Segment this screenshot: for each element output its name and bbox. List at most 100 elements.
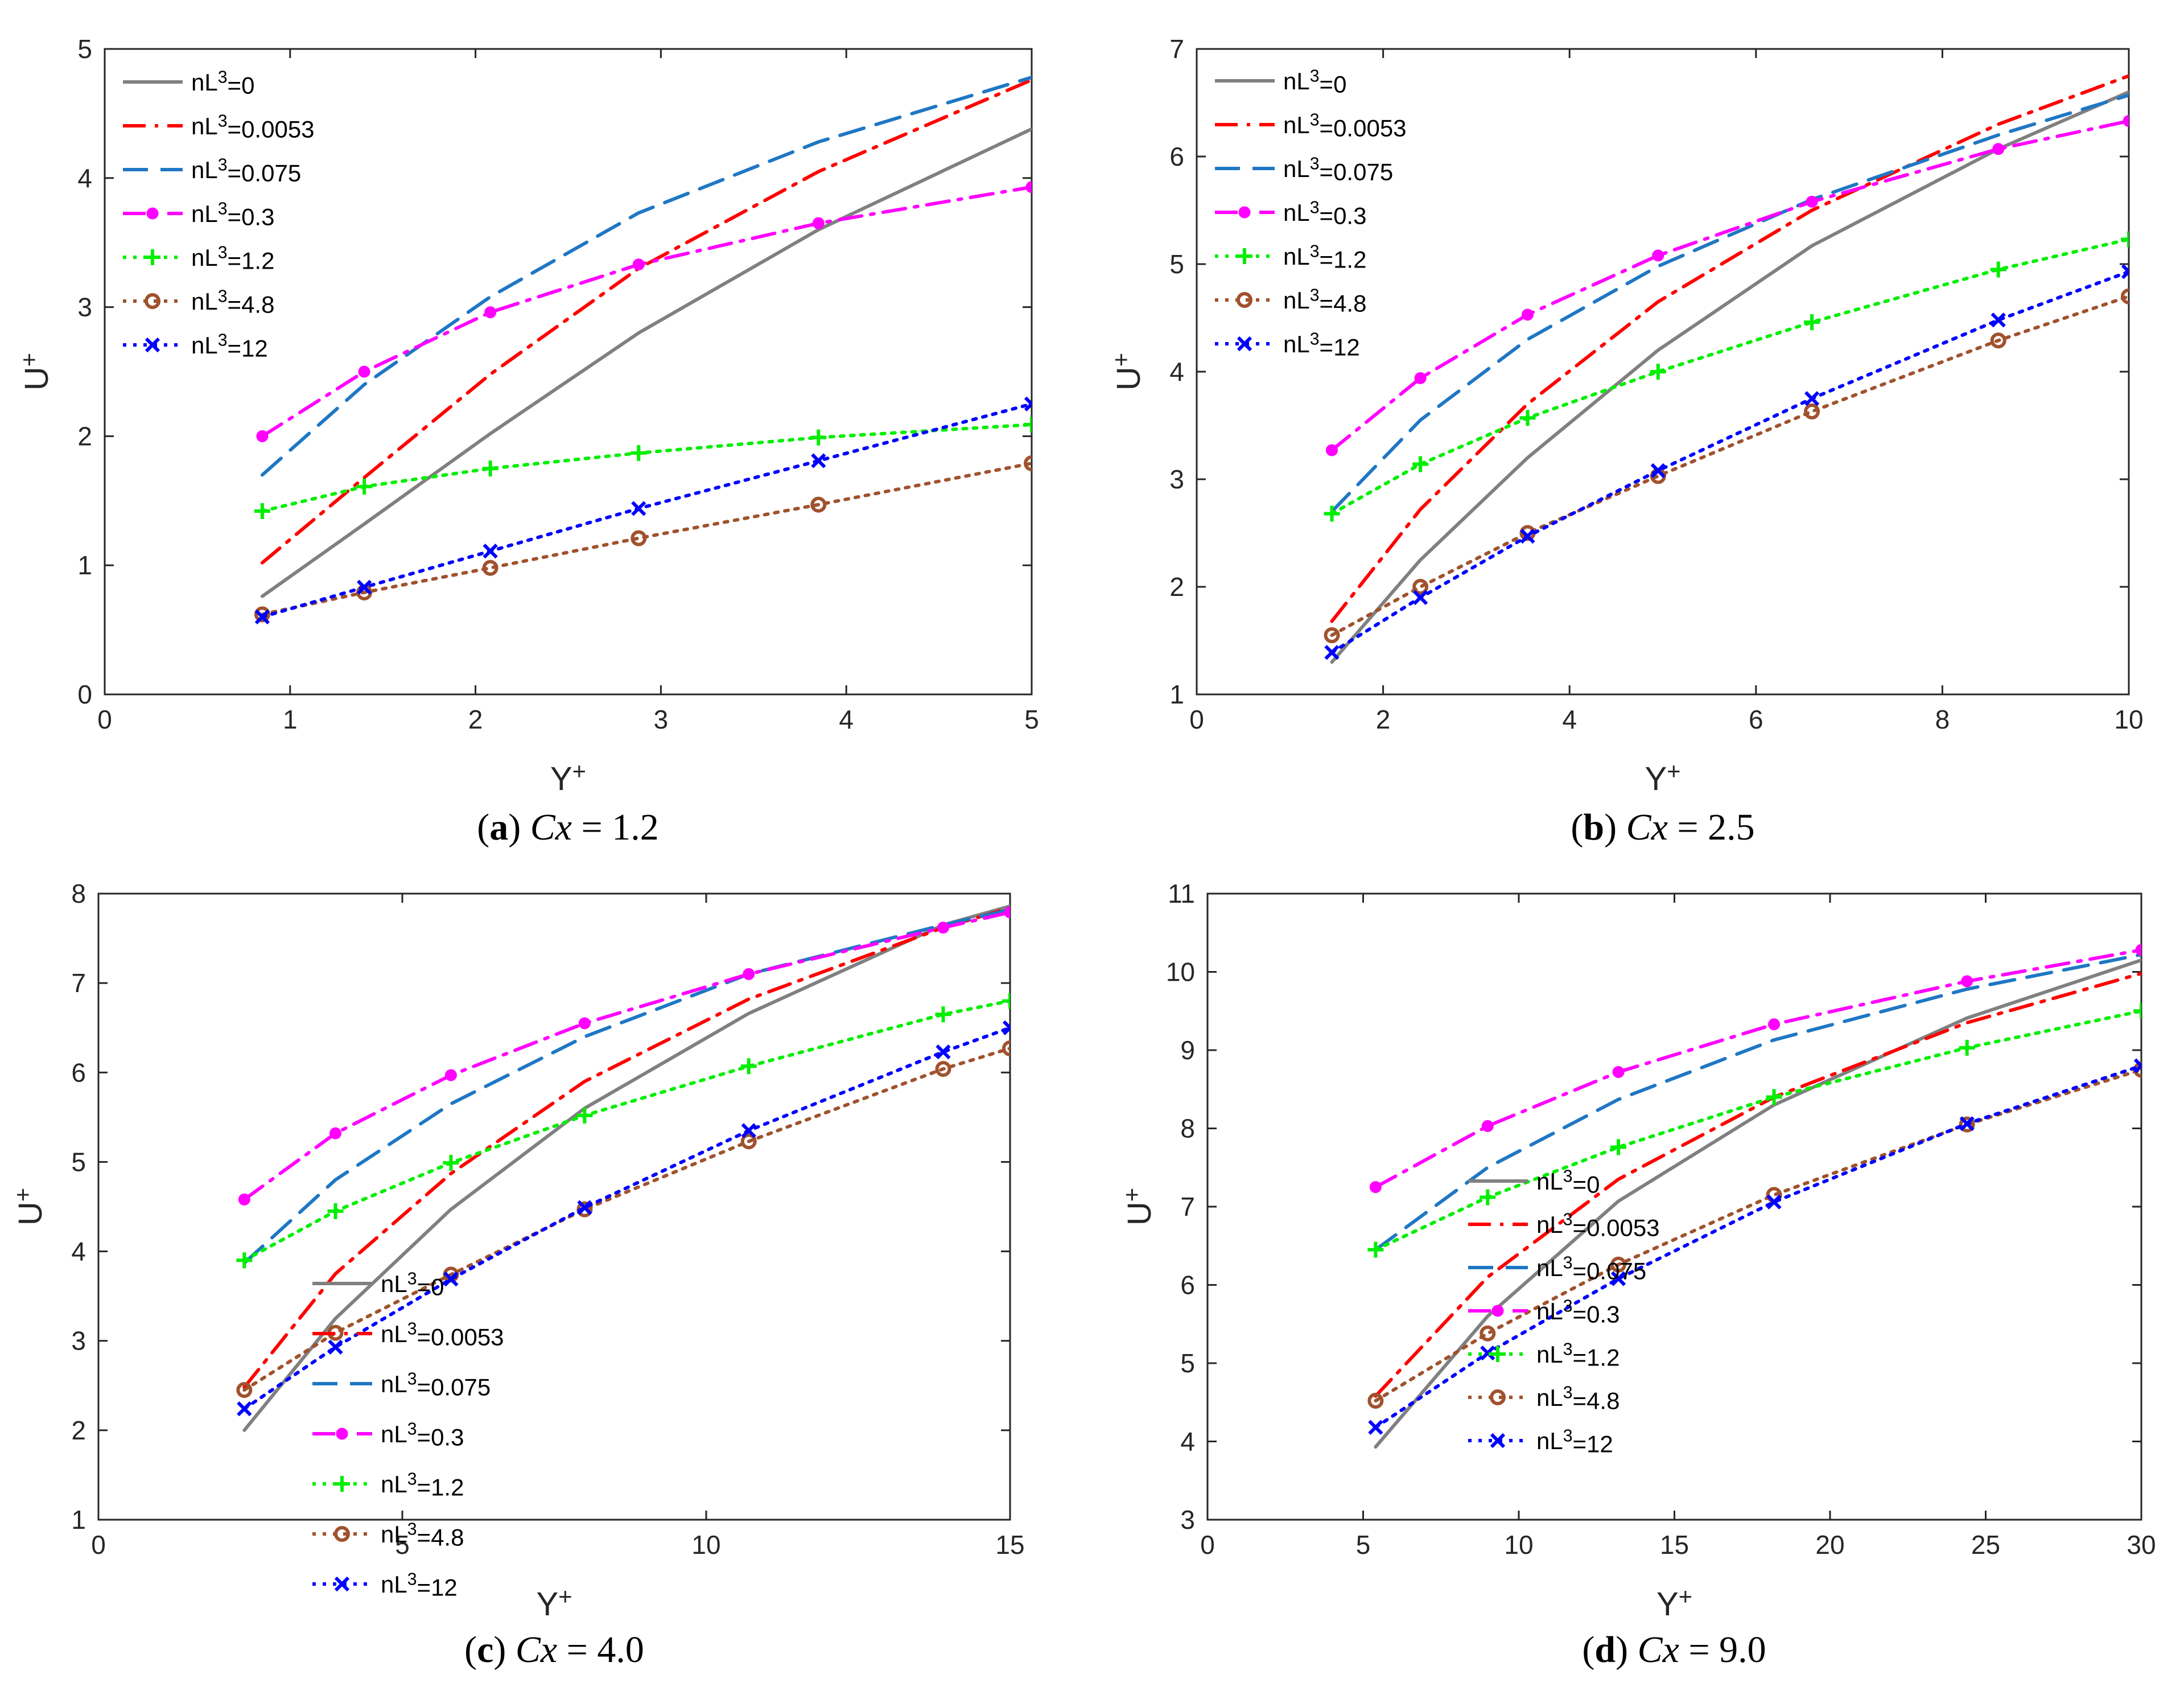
data-point: [329, 1127, 342, 1139]
legend-item: nL3=0.075: [312, 1369, 491, 1400]
x-tick-label: 3: [654, 705, 669, 734]
data-point: [740, 1133, 757, 1150]
data-point: [936, 1044, 951, 1060]
data-point: [741, 1123, 756, 1138]
legend-label: nL3=0.075: [381, 1369, 491, 1400]
data-point: [482, 560, 498, 576]
y-tick-label: 6: [1169, 142, 1184, 171]
data-point: [1804, 403, 1820, 419]
data-point: [1024, 396, 1032, 412]
y-tick-label: 3: [1169, 464, 1184, 494]
x-tick-label: 10: [691, 1530, 720, 1560]
legend-marker: [146, 207, 159, 220]
legend-item: nL3=0.075: [123, 155, 301, 186]
data-point: [1324, 645, 1340, 660]
legend-label: nL3=0: [1536, 1167, 1600, 1198]
legend-marker: [334, 1476, 350, 1492]
data-point: [632, 258, 645, 271]
data-point: [358, 365, 370, 378]
data-point: [238, 1193, 250, 1206]
data-point: [1520, 529, 1535, 544]
legend: nL3=0 nL3=0.0053 nL3=0.075 nL3=0.3 nL3=1.2 nL…: [1468, 1167, 1660, 1457]
y-tick-label: 7: [71, 968, 86, 998]
data-point: [1519, 410, 1536, 426]
data-point: [810, 496, 827, 513]
y-tick-label: 1: [77, 550, 92, 580]
legend-item: nL3=4.8: [123, 287, 274, 318]
legend-label: nL3=4.8: [1536, 1383, 1620, 1414]
series-line: [1374, 1009, 2141, 1252]
data-point: [2121, 231, 2129, 248]
legend: nL3=0 nL3=0.0053 nL3=0.075 nL3=0.3 nL3=1.2 nL…: [123, 68, 315, 361]
legend-label: nL3=12: [1536, 1426, 1613, 1457]
data-point: [443, 1272, 459, 1287]
series-line: [1330, 294, 2129, 637]
y-axis-title: U+: [9, 1188, 49, 1225]
y-tick-label: 6: [71, 1058, 86, 1087]
legend-label: nL3=1.2: [191, 243, 274, 274]
legend-label: nL3=0.075: [1283, 154, 1393, 185]
series-line: [260, 78, 1032, 565]
y-tick-label: 0: [77, 680, 92, 709]
x-tick-label: 4: [839, 705, 854, 734]
legend-label: nL3=1.2: [381, 1470, 464, 1500]
data-point: [1766, 1089, 1782, 1105]
data-point: [740, 1058, 757, 1075]
data-point: [1990, 332, 2006, 349]
legend-item: nL3=0.3: [312, 1420, 464, 1450]
y-tick-label: 4: [1180, 1427, 1195, 1457]
data-point: [254, 609, 270, 625]
data-point: [256, 430, 269, 442]
data-point: [1961, 975, 1973, 988]
series-line: [260, 402, 1032, 619]
legend-marker: [1490, 1433, 1506, 1449]
series-line: [1374, 972, 2141, 1398]
y-tick-label: 10: [1166, 957, 1195, 987]
legend-label: nL3=0.0053: [191, 112, 315, 142]
data-point: [483, 544, 498, 559]
legend-item: nL3=12: [123, 331, 268, 361]
data-point: [1480, 1346, 1495, 1361]
data-point: [810, 429, 827, 446]
series-7: [1324, 264, 2129, 660]
series-line: [260, 462, 1032, 616]
series-4: [1326, 115, 2129, 456]
legend-item: nL3=0.3: [1215, 198, 1366, 229]
data-point: [1650, 463, 1666, 479]
series-line: [1330, 93, 2129, 513]
legend-label: nL3=0: [1283, 67, 1346, 97]
series-2: [260, 78, 1032, 565]
data-point: [1367, 1241, 1384, 1258]
legend-marker: [145, 293, 160, 309]
y-tick-label: 5: [1180, 1348, 1195, 1378]
x-tick-label: 6: [1749, 705, 1763, 734]
legend-marker: [334, 1526, 350, 1542]
legend-item: nL3=0.075: [1215, 154, 1393, 185]
legend: nL3=0 nL3=0.0053 nL3=0.075 nL3=0.3 nL3=1.2 nL…: [1215, 67, 1407, 360]
legend-item: nL3=0: [312, 1269, 444, 1300]
y-tick-label: 7: [1180, 1192, 1195, 1221]
data-point: [2133, 1058, 2141, 1073]
data-point: [577, 1200, 592, 1215]
series-line: [260, 75, 1032, 477]
data-point: [236, 1252, 253, 1269]
series-line: [260, 422, 1032, 513]
series-1: [260, 127, 1032, 598]
data-point: [254, 503, 270, 519]
data-point: [1004, 906, 1010, 919]
data-point: [1768, 1018, 1781, 1031]
data-point: [1959, 1116, 1975, 1133]
data-point: [631, 445, 647, 461]
x-tick-label: 25: [1971, 1530, 2000, 1560]
legend-label: nL3=4.8: [381, 1520, 464, 1550]
data-point: [1481, 1120, 1494, 1132]
x-tick-label: 0: [1200, 1530, 1215, 1560]
x-tick-label: 15: [1660, 1530, 1689, 1560]
x-axis: 0 5 10 15: [91, 894, 1025, 1560]
series-line: [1330, 74, 2129, 623]
data-point: [1002, 993, 1010, 1009]
legend-item: nL3=0: [1215, 67, 1346, 97]
legend-label: nL3=4.8: [191, 287, 274, 318]
legend-item: nL3=12: [312, 1570, 458, 1601]
plot-area: [97, 892, 1011, 1521]
